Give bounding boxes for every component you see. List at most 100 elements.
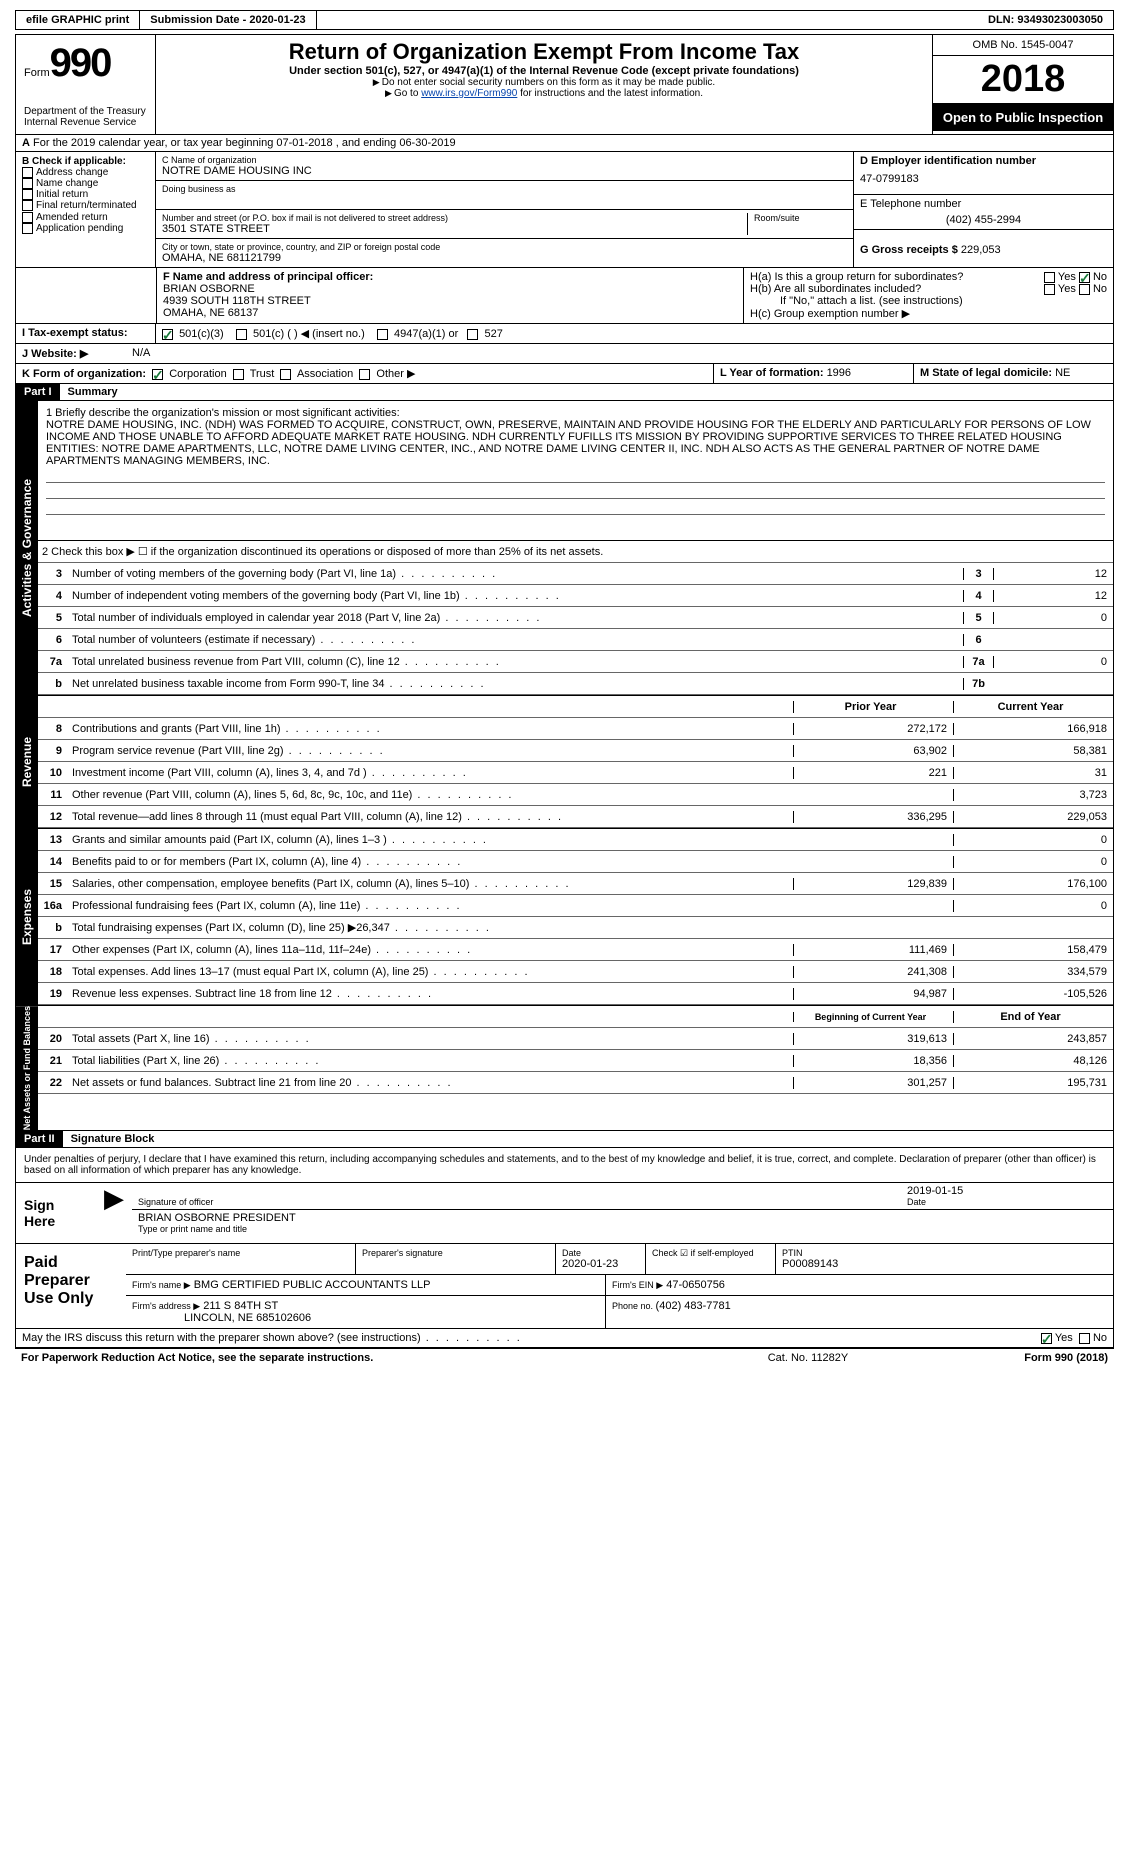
irs-link[interactable]: www.irs.gov/Form990 xyxy=(421,88,517,99)
sign-here-label: Sign Here xyxy=(16,1183,96,1243)
sig-date: 2019-01-15 xyxy=(907,1185,1107,1197)
street: 3501 STATE STREET xyxy=(162,223,747,235)
chk-final[interactable]: Final return/terminated xyxy=(22,200,149,211)
firm-addr2: LINCOLN, NE 685102606 xyxy=(184,1312,311,1324)
chk-name[interactable]: Name change xyxy=(22,178,149,189)
link-note: Go to www.irs.gov/Form990 for instructio… xyxy=(166,88,922,99)
l-section: L Year of formation: 1996 xyxy=(713,364,913,383)
part1-header: Part I Summary xyxy=(15,384,1114,401)
firm-phone: (402) 483-7781 xyxy=(656,1300,731,1312)
mission-text: NOTRE DAME HOUSING, INC. (NDH) WAS FORME… xyxy=(46,419,1105,467)
part1-title: Summary xyxy=(60,384,126,400)
sign-arrow-icon: ▶ xyxy=(96,1183,132,1243)
line-3: 3 Number of voting members of the govern… xyxy=(38,563,1113,585)
line-14: 14 Benefits paid to or for members (Part… xyxy=(38,851,1113,873)
chk-address[interactable]: Address change xyxy=(22,167,149,178)
principal-officer: F Name and address of principal officer:… xyxy=(156,268,743,323)
org-name-label: C Name of organization xyxy=(162,155,847,165)
py-label: Prior Year xyxy=(793,701,953,713)
discuss-text: May the IRS discuss this return with the… xyxy=(16,1329,1035,1347)
activities-governance: Activities & Governance 1 Briefly descri… xyxy=(15,401,1114,696)
ein-label: D Employer identification number xyxy=(860,155,1107,167)
line-21: 21 Total liabilities (Part X, line 26) 1… xyxy=(38,1050,1113,1072)
chk-trust[interactable] xyxy=(233,369,244,380)
self-employed-check[interactable]: Check ☑ if self-employed xyxy=(646,1244,776,1274)
row-a: A For the 2019 calendar year, or tax yea… xyxy=(15,135,1114,152)
chk-assoc[interactable] xyxy=(280,369,291,380)
tab-expenses: Expenses xyxy=(16,829,38,1005)
tax-year: 2018 xyxy=(933,56,1113,104)
sig-date-label: Date xyxy=(907,1197,1107,1207)
officer-name-title: BRIAN OSBORNE PRESIDENT xyxy=(138,1212,1107,1224)
line2: 2 Check this box ▶ ☐ if the organization… xyxy=(38,541,1113,563)
header-left: Form990 Department of the Treasury Inter… xyxy=(16,35,156,134)
tab-ag: Activities & Governance xyxy=(16,401,38,695)
chk-pending[interactable]: Application pending xyxy=(22,223,149,234)
city: OMAHA, NE 681121799 xyxy=(162,252,847,264)
chk-527[interactable] xyxy=(467,329,478,340)
rev-header: Prior Year Current Year xyxy=(38,696,1113,718)
line-18: 18 Total expenses. Add lines 13–17 (must… xyxy=(38,961,1113,983)
f-label: F Name and address of principal officer: xyxy=(163,271,737,283)
part2-title: Signature Block xyxy=(63,1131,163,1147)
ha: H(a) Is this a group return for subordin… xyxy=(750,271,1107,283)
chk-initial[interactable]: Initial return xyxy=(22,189,149,200)
footer-center: Cat. No. 11282Y xyxy=(708,1352,908,1364)
part2-header: Part II Signature Block xyxy=(15,1131,1114,1148)
line-10: 10 Investment income (Part VIII, column … xyxy=(38,762,1113,784)
h-section: H(a) Is this a group return for subordin… xyxy=(743,268,1113,323)
dept-irs: Internal Revenue Service xyxy=(24,117,147,128)
line-22: 22 Net assets or fund balances. Subtract… xyxy=(38,1072,1113,1094)
dln: DLN: 93493023003050 xyxy=(978,11,1113,29)
gross-receipts: G Gross receipts $ 229,053 xyxy=(854,230,1113,259)
chk-corp[interactable] xyxy=(152,369,163,380)
efile-label: efile GRAPHIC print xyxy=(16,11,140,29)
phone-value: (402) 455-2994 xyxy=(860,210,1107,226)
tax-exempt-opts: 501(c)(3) 501(c) ( ) ◀ (insert no.) 4947… xyxy=(156,324,1113,343)
officer-name-label: Type or print name and title xyxy=(138,1224,1107,1234)
dba-label: Doing business as xyxy=(162,184,847,194)
phone-label: E Telephone number xyxy=(860,198,1107,210)
form-subtitle: Under section 501(c), 527, or 4947(a)(1)… xyxy=(166,65,922,77)
page-footer: For Paperwork Reduction Act Notice, see … xyxy=(15,1348,1114,1367)
header-right: OMB No. 1545-0047 2018 Open to Public In… xyxy=(933,35,1113,134)
officer-city: OMAHA, NE 68137 xyxy=(163,307,737,319)
phone-box: E Telephone number (402) 455-2994 xyxy=(854,195,1113,230)
cy-label: Current Year xyxy=(953,701,1113,713)
chk-501c[interactable] xyxy=(236,329,247,340)
b-label: B Check if applicable: xyxy=(22,156,149,167)
prep-row-2: Firm's name ▶ BMG CERTIFIED PUBLIC ACCOU… xyxy=(126,1275,1113,1296)
discuss-no[interactable] xyxy=(1079,1333,1090,1344)
omb-number: OMB No. 1545-0047 xyxy=(933,35,1113,56)
line-11: 11 Other revenue (Part VIII, column (A),… xyxy=(38,784,1113,806)
chk-other[interactable] xyxy=(359,369,370,380)
line-17: 17 Other expenses (Part IX, column (A), … xyxy=(38,939,1113,961)
form-label: Form xyxy=(24,67,50,79)
hb: H(b) Are all subordinates included? Yes … xyxy=(750,283,1107,295)
line-12: 12 Total revenue—add lines 8 through 11 … xyxy=(38,806,1113,828)
form-header: Form990 Department of the Treasury Inter… xyxy=(15,34,1114,135)
chk-501c3[interactable] xyxy=(162,329,173,340)
chk-amended[interactable]: Amended return xyxy=(22,212,149,223)
k-label: K Form of organization: xyxy=(22,368,146,380)
perjury-text: Under penalties of perjury, I declare th… xyxy=(15,1148,1114,1183)
city-label: City or town, state or province, country… xyxy=(162,242,847,252)
sig-line-2: BRIAN OSBORNE PRESIDENTType or print nam… xyxy=(132,1210,1113,1236)
sig-officer-label: Signature of officer xyxy=(138,1197,907,1207)
chk-4947[interactable] xyxy=(377,329,388,340)
col-degh: D Employer identification number 47-0799… xyxy=(853,152,1113,267)
hc: H(c) Group exemption number ▶ xyxy=(750,307,1107,320)
row-j: J Website: ▶ N/A xyxy=(15,344,1114,364)
sign-here-block: Sign Here ▶ Signature of officer 2019-01… xyxy=(15,1183,1114,1244)
row-fh: F Name and address of principal officer:… xyxy=(15,268,1114,324)
discuss-yes[interactable] xyxy=(1041,1333,1052,1344)
line-16a: 16a Professional fundraising fees (Part … xyxy=(38,895,1113,917)
form-number: 990 xyxy=(50,41,111,85)
open-to-public: Open to Public Inspection xyxy=(933,104,1113,131)
pt-sig-label: Preparer's signature xyxy=(362,1248,549,1258)
dept-treasury: Department of the Treasury xyxy=(24,106,147,117)
dba-box: Doing business as xyxy=(156,181,853,210)
line-7a: 7a Total unrelated business revenue from… xyxy=(38,651,1113,673)
ein-box: D Employer identification number 47-0799… xyxy=(854,152,1113,195)
line-b: b Total fundraising expenses (Part IX, c… xyxy=(38,917,1113,939)
